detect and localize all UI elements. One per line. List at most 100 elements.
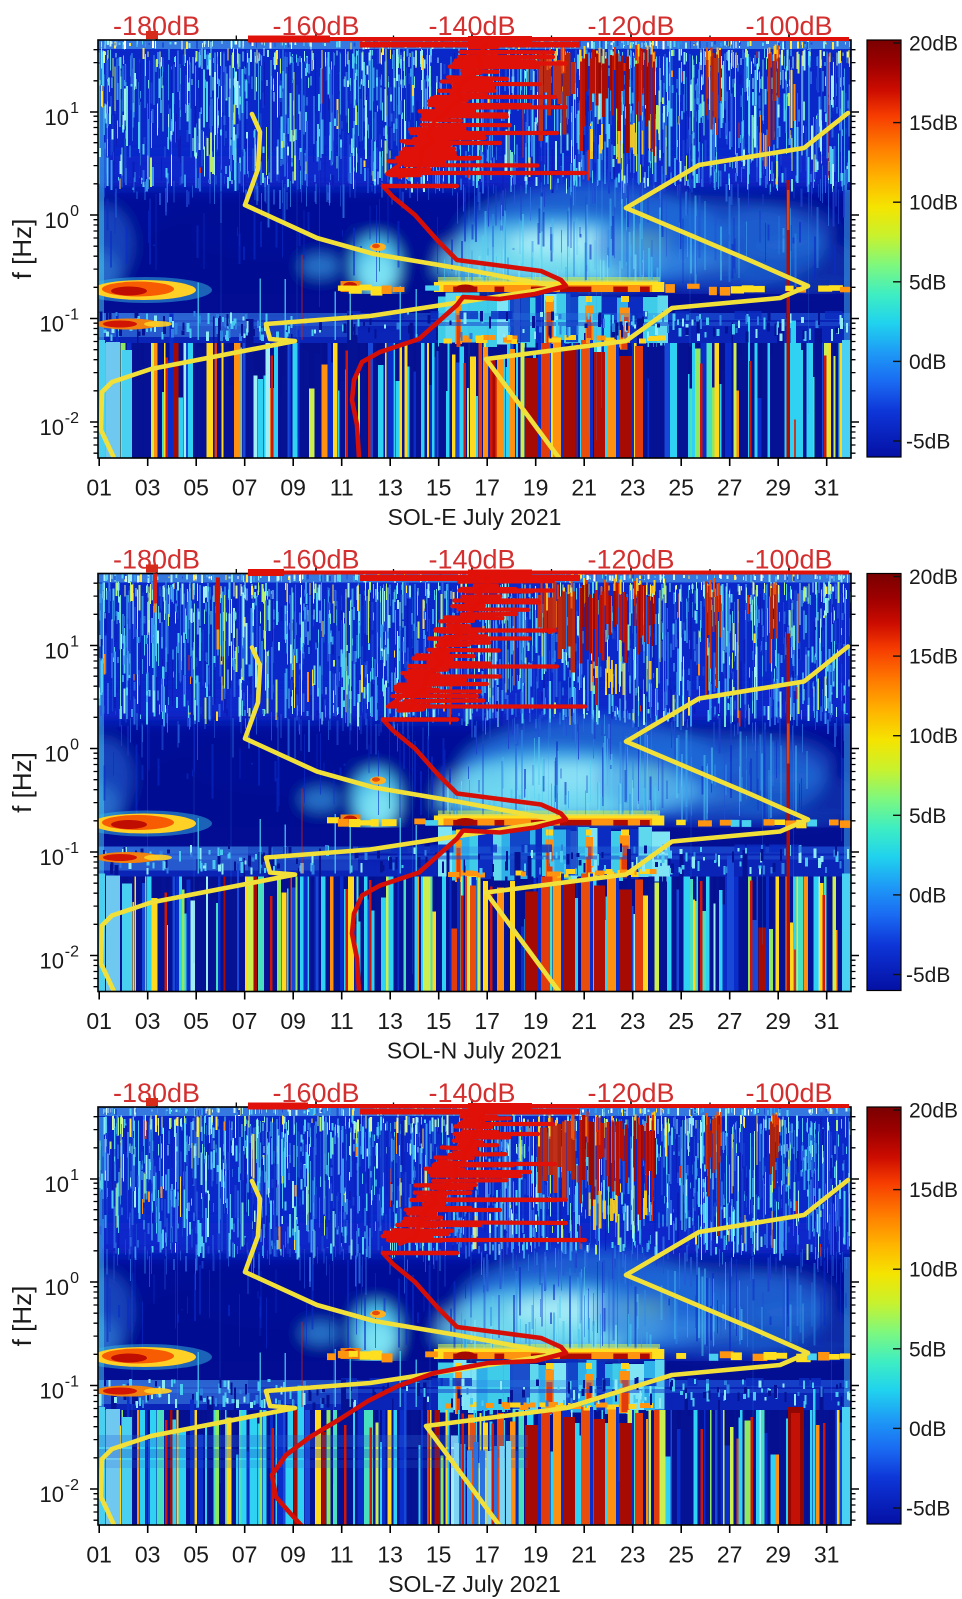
svg-text:03: 03 xyxy=(135,1008,161,1034)
svg-text:10: 10 xyxy=(40,312,64,337)
svg-text:0dB: 0dB xyxy=(909,351,946,374)
svg-text:f [Hz]: f [Hz] xyxy=(7,1286,37,1347)
svg-text:17: 17 xyxy=(474,1542,500,1568)
svg-text:1: 1 xyxy=(70,634,79,651)
svg-text:0: 0 xyxy=(70,203,79,220)
svg-text:15: 15 xyxy=(426,1008,452,1034)
svg-text:SOL-N July 2021: SOL-N July 2021 xyxy=(387,1038,562,1064)
svg-text:27: 27 xyxy=(717,1008,743,1034)
svg-text:10: 10 xyxy=(45,208,69,233)
svg-text:-2: -2 xyxy=(65,410,79,427)
svg-text:05: 05 xyxy=(183,1542,209,1568)
svg-text:-2: -2 xyxy=(65,1477,79,1494)
svg-text:13: 13 xyxy=(377,1542,403,1568)
svg-text:11: 11 xyxy=(330,475,354,501)
svg-text:10dB: 10dB xyxy=(909,1259,958,1282)
svg-text:10: 10 xyxy=(45,1275,69,1300)
svg-text:25: 25 xyxy=(668,475,694,501)
svg-text:25: 25 xyxy=(668,1008,694,1034)
svg-text:15: 15 xyxy=(426,475,452,501)
svg-text:09: 09 xyxy=(280,1008,306,1034)
svg-text:17: 17 xyxy=(474,1008,500,1034)
svg-text:10dB: 10dB xyxy=(909,725,958,748)
svg-text:0dB: 0dB xyxy=(909,1418,946,1441)
svg-text:-5dB: -5dB xyxy=(906,431,950,454)
svg-text:29: 29 xyxy=(765,1008,791,1034)
svg-text:11: 11 xyxy=(330,1542,354,1568)
svg-text:09: 09 xyxy=(280,475,306,501)
svg-text:05: 05 xyxy=(183,475,209,501)
svg-text:03: 03 xyxy=(135,475,161,501)
svg-text:27: 27 xyxy=(717,475,743,501)
svg-text:19: 19 xyxy=(523,1008,549,1034)
svg-text:23: 23 xyxy=(620,1008,646,1034)
svg-text:0: 0 xyxy=(70,1270,79,1287)
svg-text:5dB: 5dB xyxy=(909,805,946,828)
svg-text:-5dB: -5dB xyxy=(906,964,950,987)
svg-text:-5dB: -5dB xyxy=(906,1498,950,1521)
svg-text:19: 19 xyxy=(523,1542,549,1568)
svg-text:10dB: 10dB xyxy=(909,192,958,215)
svg-text:27: 27 xyxy=(717,1542,743,1568)
svg-text:29: 29 xyxy=(765,475,791,501)
svg-text:11: 11 xyxy=(330,1008,354,1034)
svg-text:-120dB: -120dB xyxy=(587,545,674,575)
svg-text:-1: -1 xyxy=(65,307,79,324)
svg-text:10: 10 xyxy=(40,1379,64,1404)
svg-text:0dB: 0dB xyxy=(909,884,946,907)
svg-text:10: 10 xyxy=(45,639,69,664)
svg-text:10: 10 xyxy=(45,105,69,130)
svg-text:01: 01 xyxy=(86,1542,112,1568)
svg-text:01: 01 xyxy=(86,1008,112,1034)
svg-text:25: 25 xyxy=(668,1542,694,1568)
svg-text:20dB: 20dB xyxy=(909,33,958,56)
svg-text:01: 01 xyxy=(86,475,112,501)
svg-text:10: 10 xyxy=(45,742,69,767)
svg-text:-1: -1 xyxy=(65,1374,79,1391)
svg-text:f [Hz]: f [Hz] xyxy=(7,752,37,813)
svg-text:05: 05 xyxy=(183,1008,209,1034)
svg-text:31: 31 xyxy=(814,475,840,501)
svg-text:15dB: 15dB xyxy=(909,646,958,669)
svg-text:31: 31 xyxy=(814,1542,840,1568)
svg-text:1: 1 xyxy=(70,1167,79,1184)
svg-text:07: 07 xyxy=(232,1542,258,1568)
svg-text:09: 09 xyxy=(280,1542,306,1568)
svg-text:-120dB: -120dB xyxy=(587,1078,674,1108)
svg-text:-2: -2 xyxy=(65,944,79,961)
svg-text:15dB: 15dB xyxy=(909,1179,958,1202)
svg-text:23: 23 xyxy=(620,1542,646,1568)
svg-text:10: 10 xyxy=(40,415,64,440)
svg-text:10: 10 xyxy=(40,1482,64,1507)
svg-text:15dB: 15dB xyxy=(909,112,958,135)
svg-text:29: 29 xyxy=(765,1542,791,1568)
svg-text:-160dB: -160dB xyxy=(272,545,359,575)
svg-text:5dB: 5dB xyxy=(909,1338,946,1361)
svg-text:07: 07 xyxy=(232,475,258,501)
svg-text:17: 17 xyxy=(474,475,500,501)
svg-text:SOL-Z July 2021: SOL-Z July 2021 xyxy=(388,1571,561,1597)
svg-text:15: 15 xyxy=(426,1542,452,1568)
svg-text:07: 07 xyxy=(232,1008,258,1034)
svg-text:-120dB: -120dB xyxy=(587,11,674,41)
svg-text:5dB: 5dB xyxy=(909,271,946,294)
svg-text:21: 21 xyxy=(571,1008,597,1034)
svg-text:-100dB: -100dB xyxy=(745,545,832,575)
svg-text:13: 13 xyxy=(377,1008,403,1034)
svg-text:0: 0 xyxy=(70,737,79,754)
svg-text:f [Hz]: f [Hz] xyxy=(7,219,37,280)
svg-text:21: 21 xyxy=(571,1542,597,1568)
svg-text:20dB: 20dB xyxy=(909,566,958,589)
svg-text:-100dB: -100dB xyxy=(745,1078,832,1108)
svg-text:-1: -1 xyxy=(65,840,79,857)
svg-text:03: 03 xyxy=(135,1542,161,1568)
svg-text:13: 13 xyxy=(377,475,403,501)
svg-text:23: 23 xyxy=(620,475,646,501)
svg-text:10: 10 xyxy=(45,1172,69,1197)
svg-text:10: 10 xyxy=(40,949,64,974)
svg-text:20dB: 20dB xyxy=(909,1100,958,1123)
svg-text:31: 31 xyxy=(814,1008,840,1034)
svg-text:-100dB: -100dB xyxy=(745,11,832,41)
svg-text:SOL-E July 2021: SOL-E July 2021 xyxy=(388,504,562,530)
svg-text:19: 19 xyxy=(523,475,549,501)
